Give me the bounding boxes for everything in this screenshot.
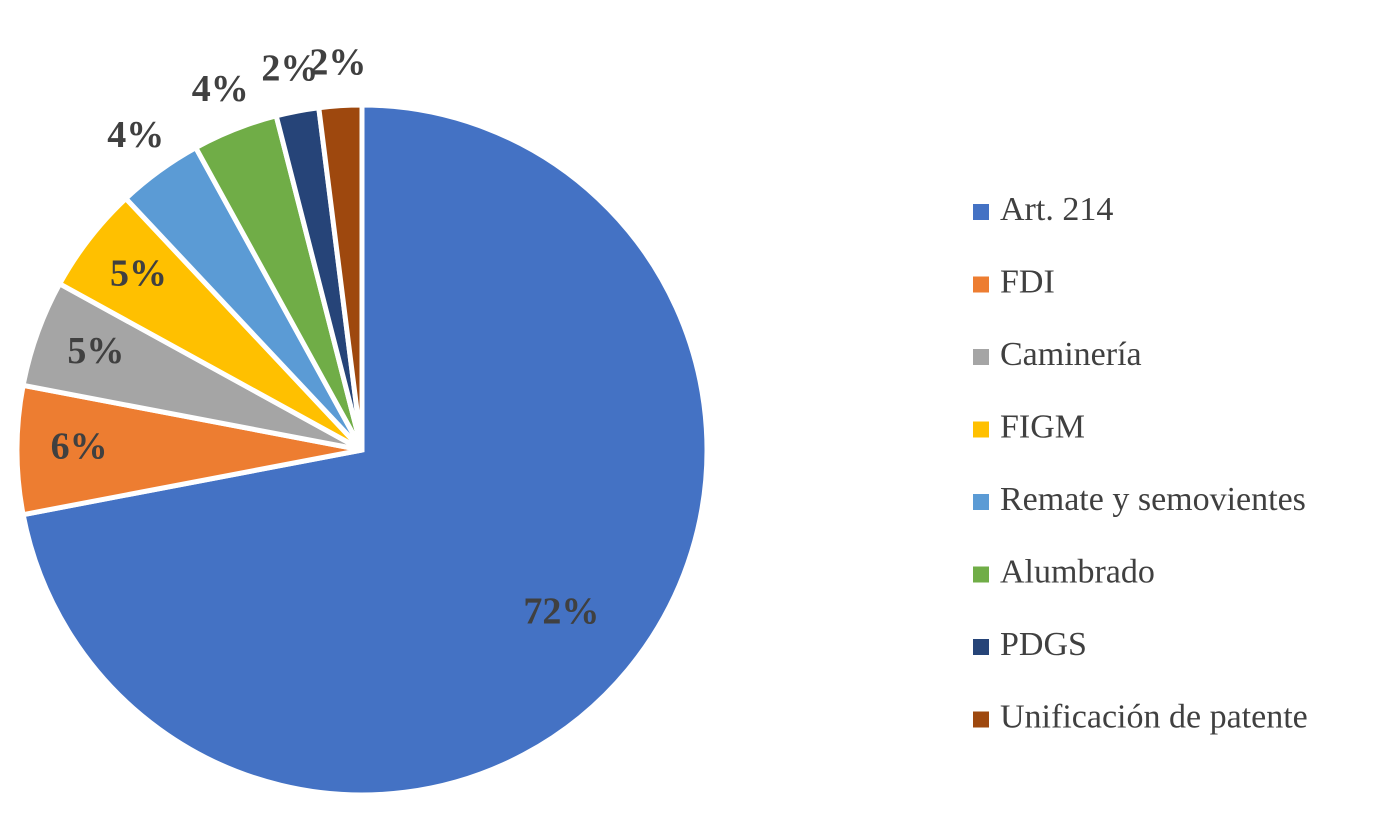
legend-swatch <box>973 639 989 655</box>
legend-label: Unificación de patente <box>1000 698 1308 735</box>
legend-label: Caminería <box>1000 336 1142 373</box>
data-label: 4% <box>192 68 249 110</box>
legend-label: FIGM <box>1000 408 1085 445</box>
legend-label: Alumbrado <box>1000 553 1155 590</box>
data-label: 4% <box>107 114 164 156</box>
legend-swatch <box>973 276 989 293</box>
legend-swatch <box>973 421 989 438</box>
legend-swatch <box>973 494 989 510</box>
legend-label: FDI <box>1000 263 1055 300</box>
data-label: 2% <box>309 41 366 83</box>
data-label: 72% <box>523 591 599 633</box>
data-label: 5% <box>67 330 124 372</box>
data-label: 5% <box>110 252 167 294</box>
legend-swatch <box>973 204 989 220</box>
data-label: 6% <box>51 426 108 468</box>
pie-slice <box>20 102 710 798</box>
legend-label: PDGS <box>1000 626 1087 663</box>
pie-slice <box>14 382 363 518</box>
pie-slice <box>315 102 365 451</box>
legend-label: Remate y semovientes <box>1000 481 1306 518</box>
data-label: 2% <box>261 48 318 90</box>
legend-swatch <box>973 711 989 728</box>
legend-swatch <box>973 349 989 365</box>
legend-label: Art. 214 <box>1000 191 1113 228</box>
legend-swatch <box>973 566 989 583</box>
